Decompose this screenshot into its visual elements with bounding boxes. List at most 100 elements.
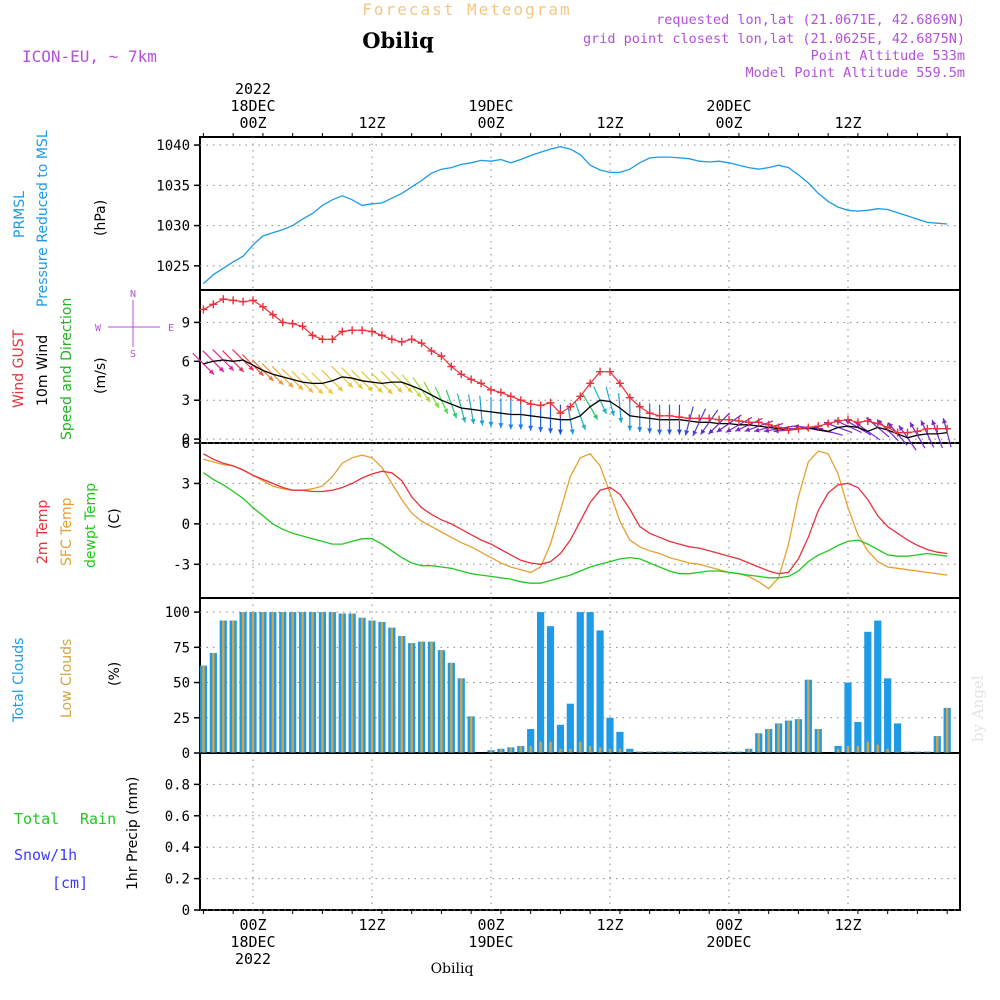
precip-unit-label: 1hr Precip (mm)	[125, 777, 141, 890]
compass-n: N	[130, 289, 136, 300]
gust-line	[203, 298, 948, 434]
gust-point-marker	[606, 367, 614, 376]
y-tick-label: 25	[173, 711, 190, 727]
gust-point-marker	[774, 423, 783, 432]
low-cloud-bar	[281, 612, 284, 753]
time-label-bottom: 2022	[235, 950, 271, 968]
low-cloud-bar	[797, 719, 800, 753]
low-cloud-bar	[618, 748, 622, 753]
wind-arrow-head	[278, 379, 284, 385]
gust-point-marker	[437, 352, 446, 361]
low-cloud-bar	[916, 751, 919, 753]
low-cloud-bar	[856, 745, 860, 753]
low-cloud-bar	[341, 613, 344, 753]
gust-point-marker	[943, 424, 952, 433]
low-cloud-bar	[420, 641, 423, 753]
wind-arrow-head	[248, 365, 254, 371]
gust-point-marker	[625, 393, 634, 402]
total-cloud-bar	[844, 682, 852, 753]
low-cloud-bar	[539, 741, 542, 753]
total-cloud-bar	[606, 717, 614, 753]
wind-arrow-head	[887, 422, 894, 428]
low-cloud-bar	[747, 748, 751, 753]
gust-point-marker	[219, 295, 228, 304]
wind-arrow-head	[942, 418, 947, 424]
gust-point-marker	[407, 335, 416, 344]
low-cloud-bar	[301, 612, 304, 753]
wind-arrow-head	[647, 428, 653, 434]
gust-point-marker	[784, 426, 793, 435]
y-tick-label: 1035	[156, 178, 190, 194]
cm-unit-label: [cm]	[52, 874, 88, 892]
time-label-top: 18DEC	[230, 97, 275, 115]
total-cloud-bar	[616, 731, 624, 753]
total-cloud-bar	[586, 612, 594, 753]
gust-point-marker	[913, 427, 922, 436]
gust-point-marker	[715, 415, 724, 424]
gust-point-marker	[338, 327, 347, 336]
low-cloud-bar	[757, 733, 760, 753]
time-label-top: 20DEC	[706, 97, 751, 115]
chart-marks	[192, 146, 960, 754]
dewpt-line	[203, 472, 948, 584]
gust-point-marker	[368, 327, 376, 336]
wind-arrow-head	[557, 429, 563, 435]
time-label-top: 19DEC	[468, 97, 513, 115]
grid-lines	[194, 137, 960, 911]
wind-arrow-head	[610, 410, 616, 416]
wind-arrow-head	[208, 369, 215, 375]
gust-point-marker	[705, 414, 714, 423]
time-label-bottom: 12Z	[834, 916, 861, 934]
gust-point-marker	[556, 409, 565, 418]
celsius-unit-label: (C)	[107, 508, 123, 529]
total-cloud-bar	[566, 703, 574, 753]
gust-point-marker	[903, 428, 912, 437]
total-cloud-bar	[546, 626, 555, 753]
gust-point-marker	[844, 415, 852, 424]
compass-w: W	[95, 323, 102, 334]
wind-arrow-head	[461, 417, 467, 423]
low-cloud-bar	[410, 643, 413, 753]
low-cloud-bar	[400, 636, 403, 753]
low-cloud-bar	[698, 751, 701, 753]
y-tick-label: 9	[182, 315, 190, 331]
low-cloud-bar	[707, 751, 711, 753]
time-label-bottom: 19DEC	[468, 933, 513, 951]
wind-arrow-head	[692, 430, 698, 436]
wind-arrow-head	[763, 428, 770, 433]
gust-point-marker	[566, 402, 575, 411]
low-cloud-bar	[628, 751, 632, 753]
wind-arrow-head	[337, 386, 343, 392]
time-label-top: 00Z	[477, 114, 504, 132]
wind10m-label: 10m Wind	[35, 335, 51, 406]
wind-arrow-head	[434, 402, 439, 409]
total-clouds-label: Total Clouds	[11, 638, 27, 723]
gust-point-marker	[447, 362, 456, 371]
gust-point-marker	[734, 416, 743, 425]
y-tick-label: 0.2	[165, 872, 190, 888]
gust-point-marker	[665, 411, 674, 420]
wind-arrow-head	[228, 365, 234, 371]
low-cloud-bar	[638, 751, 641, 753]
wind-arrow-head	[470, 418, 476, 425]
info-line-3: Point Altitude 533m	[811, 48, 965, 64]
wind-arrow-head	[377, 387, 383, 393]
compass-e: E	[168, 323, 174, 334]
info-line-2: grid point closest lon,lat (21.0625E, 42…	[583, 31, 965, 47]
low-cloud-bar	[936, 736, 939, 753]
time-label-top: 12Z	[358, 114, 385, 132]
low-cloud-bar	[499, 748, 503, 753]
wind-axis-labels: Wind GUST 10m Wind Speed and Direction (…	[11, 298, 109, 440]
gust-point-marker	[596, 367, 605, 376]
total-cloud-bar	[536, 612, 545, 753]
low-cloud-bar	[311, 612, 314, 753]
gust-point-marker	[824, 419, 833, 428]
y-tick-label: 1030	[156, 219, 190, 235]
wind-arrow-head	[268, 375, 274, 381]
time-label-top: 00Z	[715, 114, 742, 132]
wind-arrow-head	[387, 388, 393, 394]
gust-point-marker	[487, 385, 495, 394]
low-cloud-bar	[370, 620, 374, 753]
wind-arrow-head	[479, 420, 485, 426]
